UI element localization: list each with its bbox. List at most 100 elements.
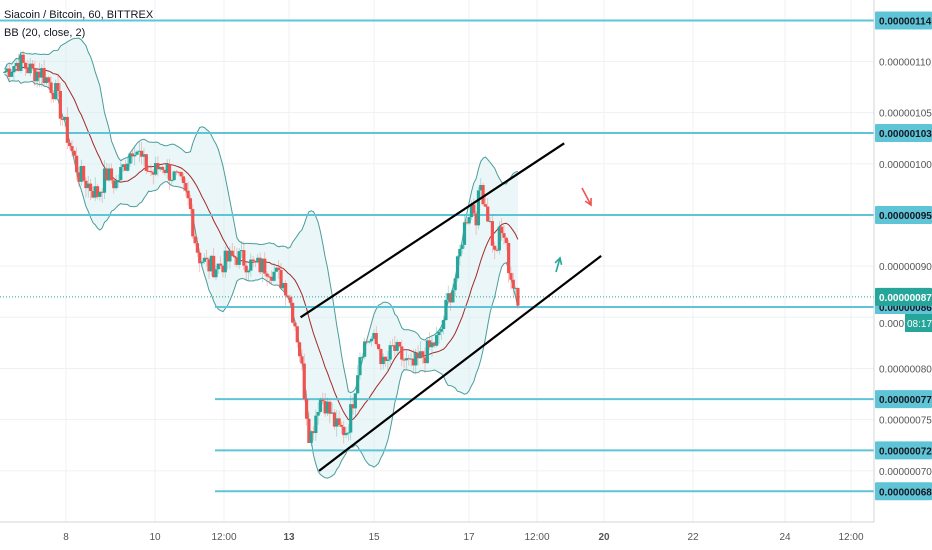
candle-body [126, 163, 130, 171]
candle-body [328, 401, 332, 414]
candle-body [481, 185, 485, 205]
candle-body [68, 142, 72, 147]
candle-body [239, 250, 244, 252]
candle-body [279, 269, 283, 289]
candle-body [448, 293, 453, 303]
candle-body [393, 345, 397, 351]
level-price-tag: 0.00000103 [879, 129, 932, 140]
candle-body [325, 401, 330, 414]
candle-body [353, 393, 357, 409]
time-axis[interactable]: 8 10 12:00 13 15 17 12:00 20 22 24 12:00 [0, 521, 874, 550]
candle-body [223, 250, 227, 273]
candle-body [421, 351, 425, 358]
time-tick-label: 12:00 [524, 532, 549, 543]
candle-body [35, 71, 39, 82]
candle-body [51, 92, 55, 100]
candle-body [193, 236, 197, 244]
candle-body [70, 146, 74, 151]
candle-body [219, 263, 223, 266]
candle-body [514, 287, 518, 289]
candle-body [163, 169, 167, 174]
candle-body [9, 72, 14, 77]
time-tick-label: 13 [283, 532, 295, 543]
candle-body [270, 276, 274, 281]
candle-body [304, 398, 309, 419]
candle-body [342, 426, 346, 436]
candle-body [428, 340, 432, 348]
countdown-time: 08:17 [907, 319, 932, 330]
candle-body [49, 82, 53, 93]
candle-body [435, 335, 439, 346]
candle-body [367, 341, 371, 343]
indicator-label[interactable]: BB (20, close, 2) [4, 27, 86, 39]
time-axis-background [0, 522, 874, 550]
trend-channel [299, 142, 602, 472]
candle-body [81, 166, 86, 181]
candle-body [335, 418, 339, 427]
candle-body [372, 333, 376, 339]
candle-body [116, 180, 121, 182]
candles [3, 50, 520, 447]
price-axis[interactable]: 0.000000700.000000750.000000800.00000085… [873, 0, 932, 550]
countdown-price: 0.000 [879, 319, 904, 330]
candle-body [5, 68, 9, 72]
candle-body [28, 63, 32, 74]
candle-body [339, 424, 344, 427]
candle-body [30, 63, 35, 69]
candle-body [297, 342, 302, 357]
candle-body [102, 168, 107, 193]
candle-body [216, 263, 220, 270]
candle-body [232, 255, 237, 258]
time-tick-label: 20 [598, 532, 610, 543]
candle-body [167, 164, 172, 181]
candle-body [337, 418, 341, 425]
level-lines [0, 19, 874, 493]
candle-body [65, 116, 69, 143]
candle-body [121, 164, 125, 168]
candle-body [356, 375, 360, 394]
candle-body [188, 198, 193, 210]
candle-body [100, 191, 104, 193]
candle-body [54, 83, 58, 100]
candle-body [151, 172, 155, 175]
candle-body [479, 185, 483, 191]
candle-body [119, 167, 123, 181]
candle-body [95, 186, 100, 197]
candle-body [225, 250, 230, 262]
candle-body [423, 357, 427, 364]
candle-body [72, 150, 76, 156]
candle-body [181, 176, 186, 184]
candle-body [251, 259, 255, 262]
candle-body [455, 256, 460, 279]
candle-body [363, 341, 367, 357]
candle-body [235, 257, 239, 265]
candle-body [467, 217, 471, 224]
level-price-tag-bg [875, 390, 932, 409]
candle-body [179, 171, 183, 177]
candle-body [321, 399, 325, 402]
candle-body [149, 170, 153, 173]
symbol-title[interactable]: Siacoin / Bitcoin, 60, BITTREX [4, 9, 154, 21]
bb-lower-band [4, 73, 519, 479]
candle-body [409, 358, 413, 360]
candle-body [135, 151, 139, 155]
candle-body [351, 404, 355, 409]
candle-body [295, 326, 299, 343]
candle-body [288, 297, 292, 303]
candle-body [444, 299, 448, 321]
time-tick-label: 8 [63, 532, 69, 543]
candle-body [191, 209, 195, 237]
candle-body [3, 71, 7, 73]
candle-body [7, 68, 11, 77]
candle-body [360, 356, 364, 358]
candle-body [386, 359, 390, 362]
candle-body [358, 357, 362, 376]
candle-body [416, 352, 420, 359]
level-price-tag: 0.00000086 [879, 303, 932, 314]
candle-body [307, 418, 311, 444]
level-price-tag: 0.00000077 [879, 395, 932, 406]
candle-body [40, 68, 44, 78]
candle-body [47, 77, 51, 83]
